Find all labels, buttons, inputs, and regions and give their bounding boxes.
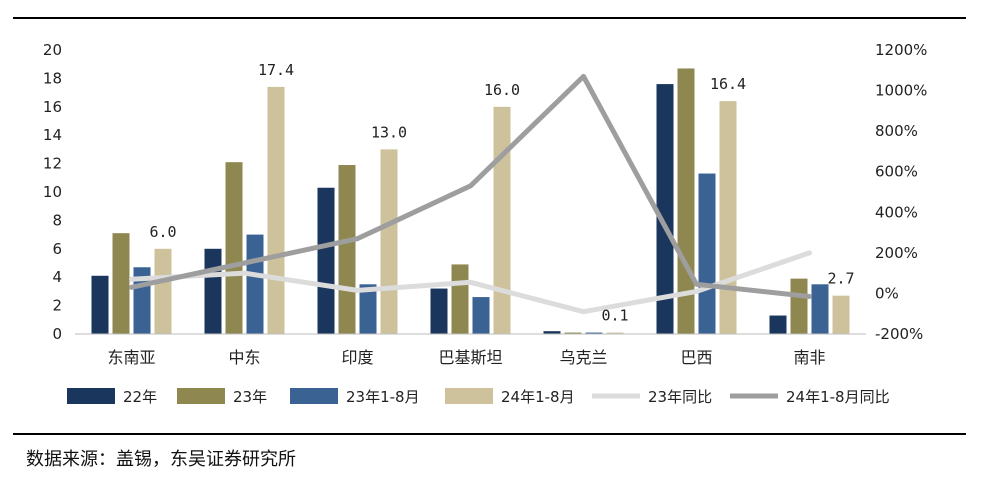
legend-swatch-3 xyxy=(290,388,338,404)
bar-4-7 xyxy=(832,295,850,334)
legend-label-6: 24年1-8月同比 xyxy=(786,388,890,406)
x-tick-4: 巴基斯坦 xyxy=(438,348,502,367)
y-left-tick-3: 6 xyxy=(52,240,62,258)
line-series-1 xyxy=(129,250,812,315)
bar-1-4 xyxy=(430,288,448,334)
y-right-tick-4: 600% xyxy=(875,163,918,181)
legend-label-2: 23年 xyxy=(233,388,267,406)
y-left-tick-0: 0 xyxy=(52,325,62,343)
data-label-7: 2.7 xyxy=(827,270,854,288)
bar-1-3 xyxy=(317,187,335,334)
bar-4-3 xyxy=(380,149,398,334)
x-tick-3: 印度 xyxy=(341,348,373,367)
bar-1-7 xyxy=(769,315,787,334)
y-left-tick-2: 4 xyxy=(52,268,62,286)
y-right-tick-7: 1200% xyxy=(875,41,927,59)
bar-1-2 xyxy=(204,248,222,334)
y-left-tick-7: 14 xyxy=(43,126,62,144)
y-right-tick-5: 800% xyxy=(875,122,918,140)
bar-4-4 xyxy=(493,106,511,334)
bar-3-6 xyxy=(698,173,716,334)
bar-4-2 xyxy=(267,86,285,334)
legend-label-3: 23年1-8月 xyxy=(346,388,420,406)
y-left-tick-4: 8 xyxy=(52,211,62,229)
bar-3-3 xyxy=(359,284,377,334)
y-right-tick-3: 400% xyxy=(875,203,918,221)
bar-2-4 xyxy=(451,264,469,334)
legend-swatch-1 xyxy=(67,388,115,404)
data-label-1: 6.0 xyxy=(149,223,176,241)
legend-label-1: 22年 xyxy=(123,388,157,406)
legend-label-5: 23年同比 xyxy=(648,388,712,406)
bar-4-1 xyxy=(154,248,172,334)
x-tick-1: 东南亚 xyxy=(107,348,155,367)
bar-1-6 xyxy=(656,84,674,334)
bar-3-7 xyxy=(811,284,829,334)
line-series-2 xyxy=(129,73,812,299)
data-label-4: 16.0 xyxy=(484,81,520,99)
bar-3-2 xyxy=(246,234,264,334)
y-left-tick-1: 2 xyxy=(52,297,62,315)
data-label-3: 13.0 xyxy=(371,123,407,141)
y-right-tick-1: 0% xyxy=(875,284,899,302)
y-right-tick-2: 200% xyxy=(875,244,918,262)
y-left-tick-9: 18 xyxy=(43,69,62,87)
legend-label-4: 24年1-8月 xyxy=(501,388,575,406)
data-label-2: 17.4 xyxy=(258,61,294,79)
bar-2-3 xyxy=(338,165,356,334)
bar-4-5 xyxy=(606,332,624,334)
x-tick-7: 南非 xyxy=(793,348,825,367)
bar-2-7 xyxy=(790,278,808,334)
x-tick-5: 乌克兰 xyxy=(559,348,607,367)
bar-3-4 xyxy=(472,297,490,334)
bar-4-6 xyxy=(719,101,737,335)
y-left-tick-6: 12 xyxy=(43,155,62,173)
x-tick-6: 巴西 xyxy=(680,348,712,367)
bar-1-5 xyxy=(543,331,561,334)
data-label-6: 16.4 xyxy=(710,75,746,93)
source-note: 数据来源：盖锡，东吴证券研究所 xyxy=(26,449,296,470)
y-right-tick-6: 1000% xyxy=(875,82,927,100)
bar-3-5 xyxy=(585,332,603,334)
x-tick-2: 中东 xyxy=(228,348,260,367)
bar-2-1 xyxy=(112,233,130,334)
bar-2-2 xyxy=(225,162,243,334)
data-label-5: 0.1 xyxy=(601,307,628,325)
legend-swatch-4 xyxy=(445,388,493,404)
legend-swatch-2 xyxy=(177,388,225,404)
y-left-tick-5: 10 xyxy=(43,183,62,201)
y-left-tick-8: 16 xyxy=(43,98,62,116)
y-left-tick-10: 20 xyxy=(43,41,62,59)
y-right-tick-0: -200% xyxy=(875,325,923,343)
bar-2-5 xyxy=(564,332,582,334)
bar-1-1 xyxy=(91,275,109,334)
